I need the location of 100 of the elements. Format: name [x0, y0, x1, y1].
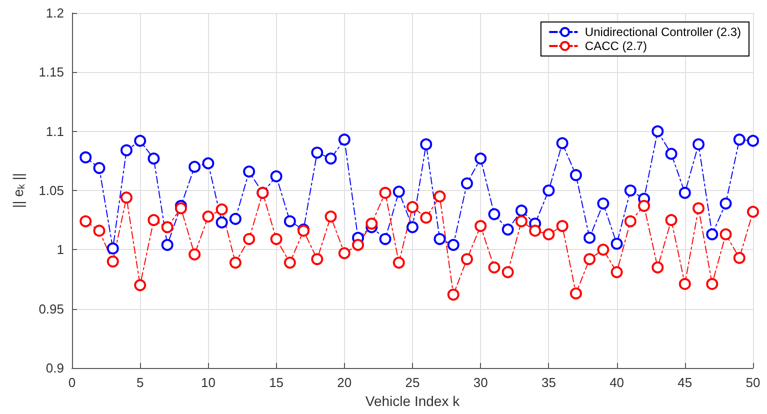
point	[148, 152, 160, 165]
x-tick-label: 35	[541, 375, 556, 390]
x-tick-label: 50	[746, 375, 760, 390]
point	[570, 287, 582, 300]
legend-label: CACC (2.7)	[584, 39, 647, 53]
point	[652, 125, 664, 138]
point	[624, 184, 636, 196]
point	[556, 220, 568, 232]
point	[134, 279, 146, 292]
point	[243, 233, 256, 246]
point	[324, 152, 337, 165]
point	[134, 134, 146, 147]
point	[610, 266, 623, 278]
point	[529, 224, 542, 237]
y-tick-label: 0.95	[38, 301, 64, 316]
point	[515, 215, 528, 228]
point	[542, 228, 555, 240]
point	[406, 221, 418, 234]
point	[720, 198, 732, 210]
point	[188, 248, 201, 260]
point	[93, 162, 106, 174]
point	[243, 166, 256, 178]
point	[665, 148, 678, 160]
point	[324, 210, 337, 223]
point	[392, 186, 405, 198]
point	[174, 202, 187, 214]
point	[420, 212, 432, 224]
point	[80, 215, 92, 228]
point	[720, 228, 732, 240]
x-tick-label: 25	[405, 375, 420, 390]
point	[106, 256, 119, 268]
point	[338, 247, 350, 260]
point	[447, 288, 460, 301]
point	[270, 233, 282, 246]
point	[570, 169, 582, 182]
point	[747, 206, 759, 218]
point	[678, 186, 691, 199]
point	[597, 244, 610, 256]
point	[488, 261, 500, 274]
point	[515, 204, 528, 217]
x-tick-label: 15	[269, 375, 284, 390]
point	[665, 214, 678, 226]
x-tick-label: 40	[610, 375, 624, 390]
point	[434, 233, 446, 246]
x-tick-label: 45	[678, 375, 692, 390]
point	[80, 151, 92, 164]
point	[747, 134, 759, 147]
y-axis-title: || ek ||	[10, 172, 28, 208]
point	[447, 238, 460, 251]
point	[270, 170, 282, 182]
point	[229, 256, 242, 269]
point	[460, 177, 473, 190]
point	[678, 278, 691, 290]
point	[352, 238, 364, 251]
point	[706, 278, 718, 290]
point	[584, 232, 596, 244]
point	[311, 253, 324, 266]
y-tick-label: 1	[56, 242, 64, 258]
point	[284, 215, 296, 228]
point	[610, 238, 623, 250]
point	[366, 218, 378, 230]
x-tick-label: 10	[200, 375, 216, 390]
point	[392, 256, 405, 269]
x-tick-label: 5	[136, 375, 144, 390]
y-tick-label: 1.15	[38, 64, 64, 80]
point	[692, 138, 705, 150]
x-tick-label: 30	[473, 375, 488, 390]
y-tick-label: 1.05	[38, 183, 64, 198]
point	[434, 190, 446, 202]
point	[488, 208, 500, 220]
point	[542, 184, 555, 196]
point	[93, 224, 106, 237]
point	[161, 238, 174, 251]
point	[733, 252, 746, 264]
point	[624, 215, 636, 228]
point	[597, 198, 610, 210]
point	[474, 152, 487, 165]
point	[106, 242, 119, 254]
point	[733, 134, 746, 146]
y-tick-label: 1.2	[46, 6, 64, 20]
point	[584, 253, 596, 266]
point	[120, 192, 132, 204]
point	[556, 137, 568, 150]
point	[216, 203, 228, 216]
point	[338, 134, 350, 146]
point	[692, 202, 705, 214]
point	[202, 157, 214, 170]
point	[311, 146, 324, 159]
x-tick-label: 0	[68, 375, 76, 390]
point	[652, 261, 664, 274]
x-tick-label: 20	[337, 375, 352, 390]
point	[148, 214, 160, 226]
point	[420, 138, 432, 150]
point	[229, 212, 242, 225]
point	[379, 233, 392, 246]
point	[406, 201, 418, 214]
point	[284, 256, 296, 269]
legend-label: Unidirectional Controller (2.3)	[584, 25, 742, 39]
point	[216, 216, 228, 228]
point	[379, 186, 392, 199]
